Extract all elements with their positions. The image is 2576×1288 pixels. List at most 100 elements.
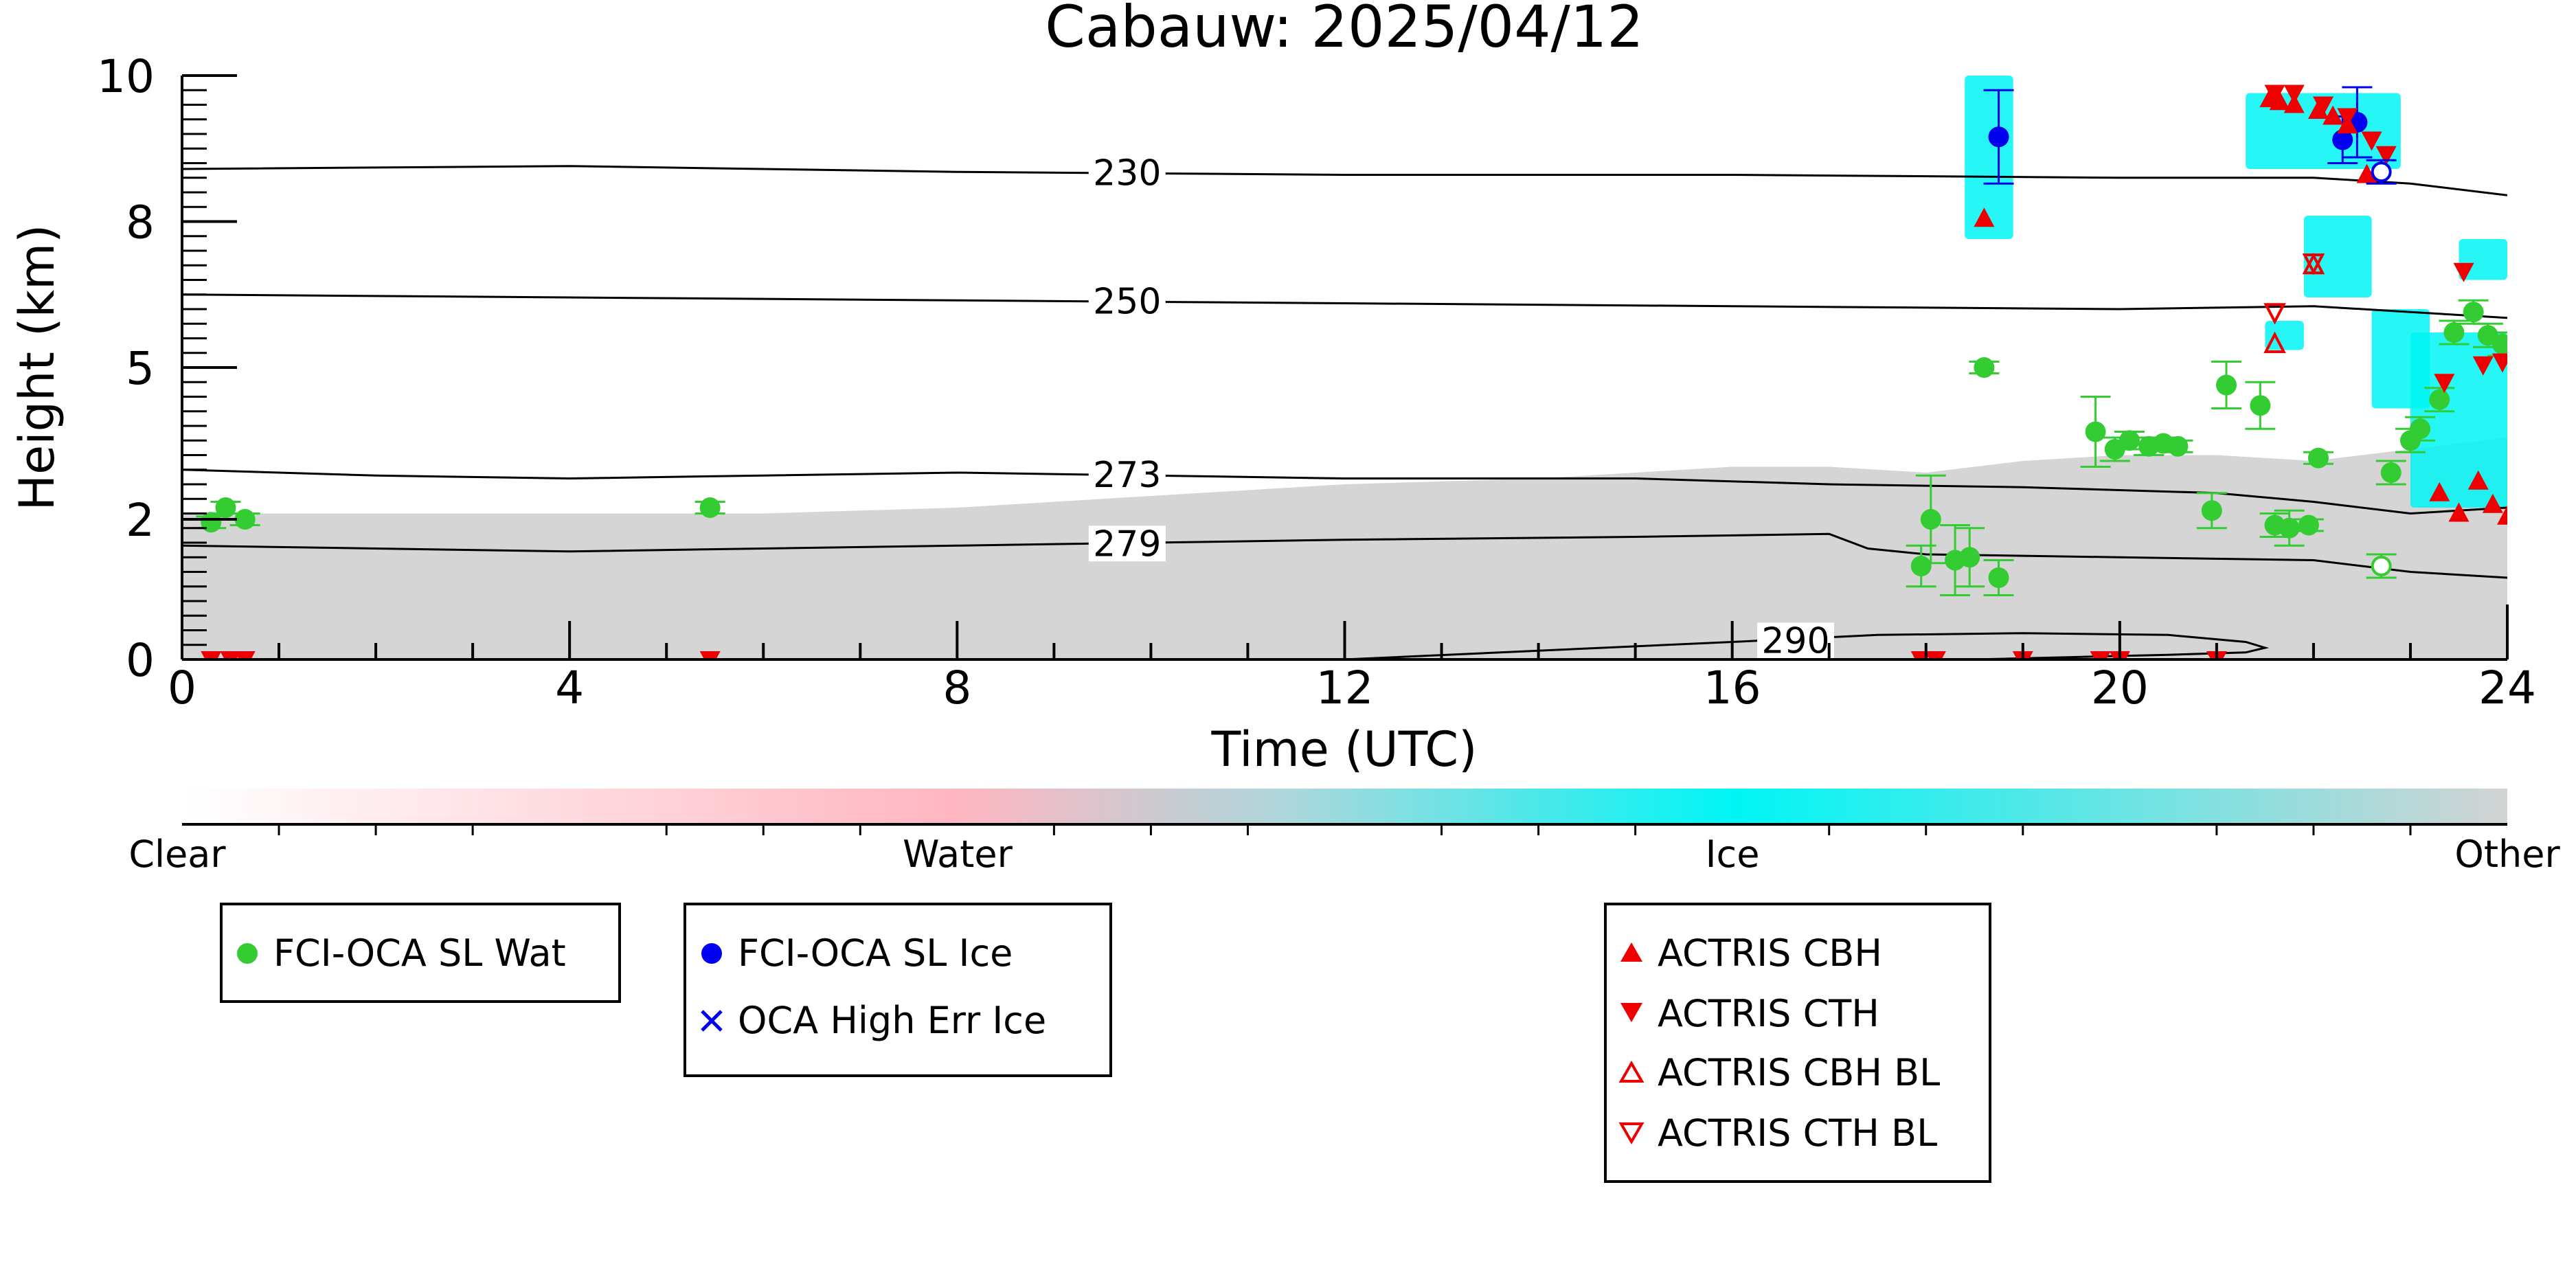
point-marker [2337,108,2358,128]
point-marker [1988,126,2009,148]
contour-line-290 [1344,632,2270,659]
point-marker [2250,395,2271,416]
x-axis-label: Time (UTC) [1211,721,1478,778]
point-marker [1988,567,2009,588]
point-marker [2443,322,2465,343]
point-marker [2448,502,2470,522]
point-marker [2497,505,2507,525]
x-tick-label: 16 [1704,662,1761,714]
axis-ticks: 0 4 8 12 16 20 24 0 2 5 8 10 [97,50,2536,714]
point-marker [699,497,721,518]
x-tick-label: 24 [2478,662,2536,714]
point-marker [2356,163,2377,183]
point-marker [2472,356,2494,376]
contour-line-230 [182,165,2507,196]
point-marker [2119,430,2140,451]
contour-label-273: 273 [1093,455,1161,496]
x-tick-label: 20 [2091,662,2149,714]
legend-label-fci-oca-sl-ice: FCI-OCA SL Ice [738,931,1013,975]
legend-marker-triangle-up-open [1618,1060,1645,1083]
colorbar-label-other: Other [2454,833,2560,876]
other-class-region [182,438,2507,659]
colorbar-label-water: Water [903,833,1013,876]
colorbar-ticks [278,824,2412,835]
point-marker [2307,447,2329,468]
ice-class-region [2265,321,2304,350]
point-marker-open [2371,556,2392,576]
contour-line-279 [182,532,2507,579]
data-points [196,84,2507,659]
series-actris-cth [201,84,2507,659]
legend-marker-green-circle [237,943,258,964]
point-marker [2263,331,2286,353]
point-marker [2380,462,2402,483]
classification-background [182,76,2507,659]
point-marker [2410,418,2431,440]
y-tick-label: 0 [126,634,155,687]
point-marker [2313,96,2334,116]
ice-class-region [2303,216,2372,297]
contour-line-273 [182,468,2507,515]
point-marker [220,651,241,659]
point-marker [2323,105,2344,125]
point-marker-open [2371,161,2392,183]
series-fci-oca-sl-wat [196,299,2507,596]
legend-label-actris-cth-bl: ACTRIS CTH BL [1658,1111,1937,1155]
y-axis-label: Height (km) [9,225,65,511]
point-marker [1925,651,1946,659]
ice-class-region [2459,239,2507,280]
contour-label-bg [1088,456,1166,493]
contour-label-250: 250 [1093,282,1161,323]
legend-box-ice: FCI-OCA SL Ice OCA High Err Ice [683,903,1112,1077]
point-marker [2434,374,2455,394]
legend-frame [683,903,1112,1077]
legend-label-actris-cbh-bl: ACTRIS CBH BL [1658,1051,1940,1094]
temperature-contours [182,165,2507,659]
contour-label-290: 290 [1761,620,1829,662]
point-marker [1974,207,1995,227]
point-marker [2090,651,2111,659]
legend-box-water: FCI-OCA SL Wat [220,903,621,1003]
point-marker [2492,334,2507,354]
contour-line-250 [182,293,2507,319]
point-marker [2201,500,2222,521]
contour-label-bg [1088,155,1166,191]
point-marker [2375,146,2397,166]
contour-label-230: 230 [1093,153,1161,194]
point-marker [1920,509,1941,530]
ice-class-region [1965,76,2013,239]
point-marker [215,497,236,518]
point-marker [201,651,222,659]
legend-marker-triangle-down [1620,1003,1642,1022]
contour-label-bg [1756,622,1834,659]
contour-label-279: 279 [1093,523,1161,565]
chart-title: Cabauw: 2025/04/12 [1045,0,1643,60]
legend-marker-triangle-down-open [1618,1122,1645,1145]
point-marker [1974,357,1995,378]
point-marker [2492,353,2507,373]
legend-marker-blue-x [701,1010,723,1032]
point-marker [2279,517,2300,539]
legend-marker-triangle-up [1620,942,1642,962]
point-marker [2467,470,2489,490]
x-tick-label: 0 [168,662,196,714]
colorbar: Clear Water Ice Other [128,789,2560,876]
point-marker [234,509,256,530]
point-marker [2463,302,2484,323]
point-marker [2298,515,2319,536]
point-marker [2302,253,2325,275]
point-marker [1910,556,1932,576]
ice-class-region [2410,332,2507,508]
contour-label-bg [1088,526,1166,562]
legend-frame [1604,903,1991,1183]
y-tick-label: 2 [126,494,155,547]
legend-label-actris-cth: ACTRIS CTH [1658,992,1879,1035]
point-marker [2167,436,2189,457]
legend-marker-blue-circle [701,943,722,964]
point-marker [201,512,222,533]
point-marker [2215,374,2237,396]
y-tick-label: 5 [126,342,155,395]
y-tick-label: 8 [126,196,155,249]
point-marker [234,651,256,659]
